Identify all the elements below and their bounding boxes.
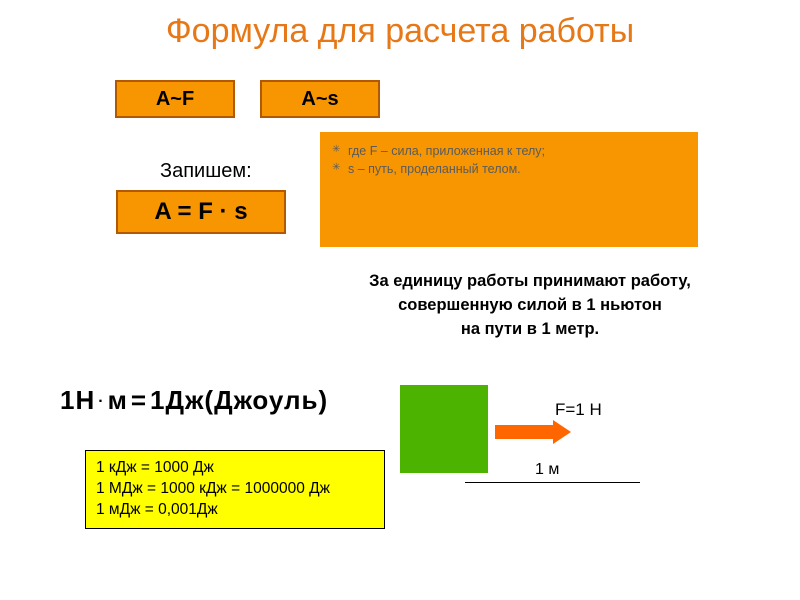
green-square — [400, 385, 488, 473]
box-a-f: A~F — [115, 80, 235, 118]
explain-line-1: где F – сила, приложенная к телу; — [330, 144, 688, 158]
joule-left: 1Н — [60, 385, 95, 415]
conv-line-3: 1 мДж = 0,001Дж — [96, 500, 374, 521]
formula-box: A = F · s — [116, 190, 286, 234]
box-a-s: A~s — [260, 80, 380, 118]
conversions-box: 1 кДж = 1000 Дж 1 МДж = 1000 кДж = 10000… — [85, 450, 385, 529]
force-arrow-icon — [495, 420, 575, 444]
unit-definition: За единицу работы принимают работу, сове… — [320, 270, 740, 342]
explain-line-2: s – путь, проделанный телом. — [330, 162, 688, 176]
explanation-box: где F – сила, приложенная к телу; s – пу… — [320, 132, 698, 247]
unit-line-2: совершенную силой в 1 ньютон — [398, 296, 662, 314]
conv-line-2: 1 МДж = 1000 кДж = 1000000 Дж — [96, 479, 374, 500]
force-label: F=1 Н — [555, 400, 602, 420]
unit-line-3: на пути в 1 метр. — [461, 320, 599, 338]
conv-line-1: 1 кДж = 1000 Дж — [96, 458, 374, 479]
page-title: Формула для расчета работы — [0, 0, 800, 51]
write-label: Запишем: — [160, 160, 252, 183]
distance-line — [465, 482, 640, 483]
distance-label: 1 м — [535, 461, 559, 479]
joule-right: 1Дж(Джоуль) — [150, 385, 328, 415]
joule-mid: м — [108, 385, 128, 415]
unit-line-1: За единицу работы принимают работу, — [369, 272, 691, 290]
joule-equation: 1Н·м=1Дж(Джоуль) — [60, 385, 328, 416]
